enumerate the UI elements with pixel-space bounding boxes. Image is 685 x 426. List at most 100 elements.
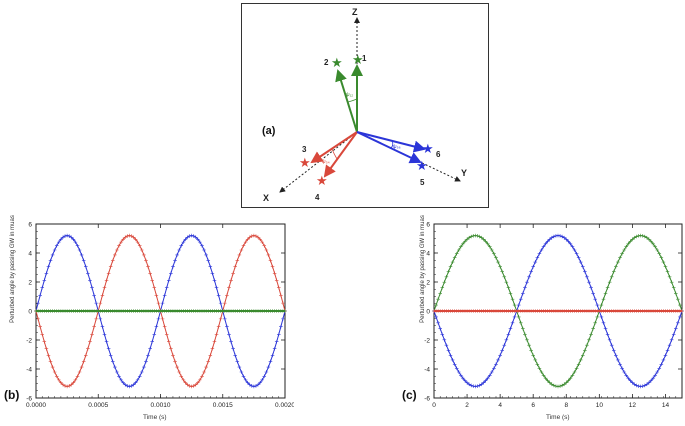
- chart-b-series-0-point: [202, 248, 206, 252]
- chart-c-series-1-point: [624, 373, 628, 378]
- chart-b-series-0-point: [279, 324, 283, 329]
- chart-c-series-1-point: [587, 280, 591, 284]
- chart-b-series-0-point: [115, 370, 119, 374]
- chart-c-series-0-point: [669, 280, 674, 284]
- chart-c-series-1-point: [589, 285, 593, 290]
- chart-b-series-1-point: [115, 248, 119, 252]
- chart-b-series-1-point: [137, 243, 142, 248]
- chart-b-series-0-point: [42, 278, 47, 283]
- chart-b-series-0-point: [223, 317, 227, 321]
- chart-c-series-1-point: [605, 332, 610, 337]
- chart-c-series-1-point: [527, 274, 531, 279]
- chart-b-series-1-point: [48, 359, 53, 364]
- green-vector-2: [335, 69, 358, 133]
- chart-c-series-1-point: [438, 326, 442, 331]
- star-label-2: 2: [324, 58, 329, 67]
- chart-b-series-0-point: [137, 374, 142, 379]
- chart-b-ytick-label: 2: [28, 280, 32, 287]
- chart-c-series-0-point: [630, 237, 635, 242]
- chart-b-series-0-point: [243, 378, 248, 382]
- chart-c-series-1-point: [506, 332, 511, 337]
- chart-c-series-0-point: [655, 248, 659, 252]
- chart-b-series-1-point: [54, 374, 59, 379]
- chart-c-series-1-point: [560, 234, 564, 239]
- chart-b-series-1-point: [258, 237, 262, 242]
- chart-c-series-1-point: [616, 358, 620, 362]
- chart-b-series-1-point: [171, 353, 175, 358]
- chart-c-series-1-point: [622, 370, 626, 374]
- chart-b-series-2-point: [283, 309, 287, 313]
- chart-c-series-0-point: [529, 348, 533, 353]
- chart-c-series-0-point: [444, 274, 449, 279]
- chart-b-series-1-point: [98, 301, 103, 305]
- chart-c-series-1-point: [461, 376, 465, 380]
- chart-c-series-1-point: [570, 244, 575, 249]
- chart-b-series-0-point: [212, 278, 217, 283]
- chart-b-series-1-point: [198, 378, 202, 382]
- chart-c-series-0-point: [620, 251, 624, 256]
- chart-c-series-1-point: [620, 366, 624, 371]
- chart-c-series-1-point: [446, 348, 451, 353]
- chart-b-series-0-point: [110, 359, 115, 364]
- chart-b-series-1-point: [65, 384, 69, 389]
- chart-c-series-1-point: [459, 373, 463, 378]
- y-axis-label: Y: [461, 168, 467, 178]
- chart-b-series-1-point: [156, 301, 161, 305]
- chart-c-series-1-point: [539, 248, 544, 252]
- chart-b-series-1-point: [57, 378, 61, 382]
- chart-c-series-0-point: [523, 332, 527, 337]
- chart-b-series-0-point: [266, 365, 271, 369]
- chart-c-series-0-point: [481, 237, 486, 242]
- chart-c-series-1-point: [603, 326, 608, 331]
- chart-c-ytick-label: 6: [426, 222, 430, 229]
- chart-c-series-0-point: [649, 239, 653, 244]
- chart-b-series-1-point: [187, 384, 192, 388]
- chart-b-series-1-point: [191, 384, 196, 388]
- chart-c-series-1-point: [537, 251, 542, 256]
- chart-b-series-0-point: [225, 324, 229, 329]
- chart-b-series-1-point: [104, 278, 109, 283]
- chart-b-series-1-point: [140, 248, 144, 252]
- chart-b-series-0-point: [152, 332, 157, 337]
- chart-c-series-1-point: [504, 338, 509, 342]
- chart-b-series-0-point: [169, 271, 173, 276]
- chart-b-series-1-point: [210, 346, 215, 351]
- chart-c-series-0-point: [566, 378, 571, 383]
- chart-b-series-1-point: [42, 339, 47, 344]
- chart-b-series-1-point: [46, 353, 51, 358]
- chart-c-series-0-point: [614, 264, 618, 269]
- chart-c-series-1-point: [558, 234, 562, 238]
- chart-c-series-0-point: [521, 326, 525, 331]
- chart-b-series-1-point: [185, 382, 190, 387]
- chart-c-series-0-point: [640, 234, 645, 238]
- chart-c-series-1-point: [481, 380, 486, 385]
- chart-b-series-0-point: [173, 258, 177, 263]
- chart-b-series-0-point: [67, 234, 71, 238]
- chart-b-series-1-point: [175, 365, 179, 369]
- chart-c-series-1-point: [457, 370, 461, 374]
- star-label-3: 3: [302, 145, 307, 154]
- chart-b-series-0-point: [233, 353, 237, 358]
- chart-b-series-0-point: [50, 253, 55, 257]
- chart-b-series-1-point: [131, 235, 136, 240]
- chart-c-series-0-point: [533, 358, 538, 362]
- chart-c-series-0-point: [622, 248, 626, 252]
- chart-c-series-1-point: [645, 382, 649, 387]
- chart-b-series-1-point: [94, 317, 98, 321]
- chart-b-series-0-point: [183, 237, 188, 242]
- chart-b-series-0-point: [61, 235, 65, 240]
- chart-c-series-0-point: [467, 235, 471, 240]
- chart-b-series-0-point: [171, 264, 175, 269]
- chart-b-series-0-point: [52, 248, 57, 252]
- chart-b-series-1-point: [127, 233, 132, 238]
- chart-b-series-0-point: [258, 380, 262, 385]
- chart-c-xtick-label: 10: [596, 402, 604, 409]
- chart-c-series-0-point: [502, 274, 507, 279]
- chart-c-series-0-point: [558, 384, 562, 388]
- chart-b-series-1-point: [204, 365, 208, 369]
- chart-b-series-0-point: [148, 346, 152, 351]
- chart-c-series-1-point: [463, 378, 467, 383]
- chart-b-ytick-label: 6: [28, 222, 32, 229]
- chart-c-xtick-label: 0: [432, 402, 436, 409]
- chart-b-series-0-point: [239, 370, 244, 374]
